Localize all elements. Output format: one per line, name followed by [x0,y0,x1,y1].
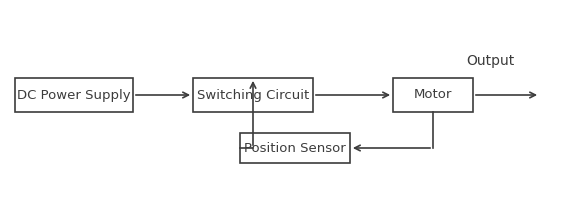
Text: Motor: Motor [414,88,452,102]
Text: Position Sensor: Position Sensor [244,141,346,155]
Bar [240,133,350,163]
Text: DC Power Supply: DC Power Supply [17,88,131,102]
Bar [15,78,133,112]
Text: Output: Output [466,54,514,68]
Text: Switching Circuit: Switching Circuit [197,88,309,102]
Bar [193,78,313,112]
Bar [393,78,473,112]
